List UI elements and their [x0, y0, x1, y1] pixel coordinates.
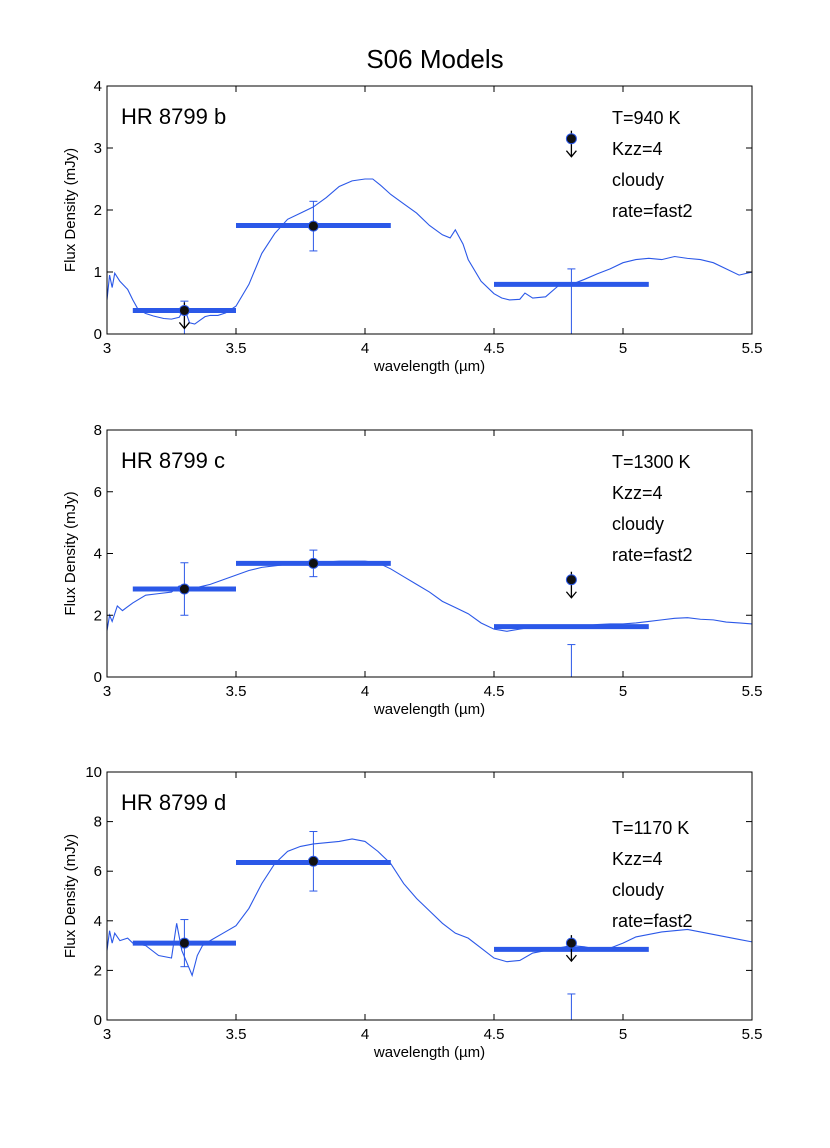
annotation-line-4: rate=fast2: [612, 201, 693, 221]
x-tick-label: 5: [619, 340, 627, 357]
axes-frame: [106, 771, 753, 1021]
y-axis-label: Flux Density (mJy): [62, 834, 79, 958]
annotation-line-3: cloudy: [612, 514, 664, 534]
upper-limit-arrow-3: [565, 954, 577, 963]
x-tick-label: 4.5: [484, 1026, 505, 1043]
x-tick-label: 4: [361, 683, 369, 700]
y-tick-label: 8: [94, 814, 102, 831]
x-tick-label: 4.5: [484, 340, 505, 357]
x-tick-label: 5: [619, 683, 627, 700]
x-axis-label: wavelength (µm): [373, 1044, 485, 1061]
x-tick-label: 3: [103, 683, 111, 700]
annotation-line-4: rate=fast2: [612, 911, 693, 931]
annotation-line-3: cloudy: [612, 880, 664, 900]
annotation-line-1: T=1170 K: [612, 818, 689, 838]
y-tick-label: 0: [94, 1012, 102, 1029]
panel-title: HR 8799 b: [121, 104, 226, 129]
measurement-point-1: [178, 304, 190, 316]
measurement-point-2: [307, 855, 319, 867]
x-tick-label: 4: [361, 340, 369, 357]
y-tick-label: 6: [94, 484, 102, 501]
y-tick-label: 3: [94, 140, 102, 157]
x-axis-label: wavelength (µm): [373, 358, 485, 375]
annotation-line-2: Kzz=4: [612, 849, 663, 869]
annotation-line-4: rate=fast2: [612, 545, 693, 565]
x-tick-label: 5.5: [742, 340, 763, 357]
y-tick-label: 1: [94, 264, 102, 281]
annotation-line-3: cloudy: [612, 170, 664, 190]
plot-area: [107, 130, 752, 334]
y-tick-label: 8: [94, 422, 102, 439]
x-tick-label: 3: [103, 1026, 111, 1043]
y-tick-label: 10: [85, 764, 102, 781]
measurement-point-3: [565, 937, 577, 949]
model-spectrum-line: [107, 838, 752, 978]
x-tick-label: 5: [619, 1026, 627, 1043]
y-tick-label: 0: [94, 669, 102, 686]
y-tick-label: 4: [94, 546, 102, 563]
annotation-line-2: Kzz=4: [612, 483, 663, 503]
x-tick-label: 3.5: [226, 1026, 247, 1043]
x-tick-label: 3.5: [226, 683, 247, 700]
model-spectrum-line: [107, 560, 752, 632]
y-tick-label: 2: [94, 202, 102, 219]
x-tick-label: 3: [103, 340, 111, 357]
annotation-line-1: T=1300 K: [612, 452, 691, 472]
upper-limit-arrow-1: [178, 322, 190, 330]
annotation-line-2: Kzz=4: [612, 139, 663, 159]
measurement-point-3: [565, 133, 577, 145]
plot-area: [107, 831, 752, 1020]
annotation-line-1: T=940 K: [612, 108, 681, 128]
y-tick-label: 4: [94, 913, 102, 930]
y-tick-label: 6: [94, 863, 102, 880]
panel-title: HR 8799 d: [121, 790, 226, 815]
upper-limit-arrow-3: [565, 591, 577, 599]
figure-title: S06 Models: [366, 44, 503, 74]
plot-area: [107, 549, 752, 677]
panel-2: 3 3.5 4 4.5 5 5.5 0 2 4 6 8 wavelength (µm) Flux Den…: [62, 422, 762, 718]
y-axis-label: Flux Density (mJy): [62, 148, 79, 272]
y-axis-label: Flux Density (mJy): [62, 491, 79, 615]
panel-title: HR 8799 c: [121, 448, 225, 473]
x-tick-label: 4: [361, 1026, 369, 1043]
measurement-point-1: [178, 937, 190, 949]
x-tick-label: 3.5: [226, 340, 247, 357]
panel-3: 3 3.5 4 4.5 5 5.5 0 2 4 6 8 10 wavelength (µm) Flux D…: [62, 764, 762, 1061]
upper-limit-arrow-3: [565, 150, 577, 158]
y-tick-label: 4: [94, 78, 102, 95]
y-tick-label: 2: [94, 962, 102, 979]
x-tick-label: 5.5: [742, 1026, 763, 1043]
measurement-point-2: [307, 220, 319, 232]
x-axis-label: wavelength (µm): [373, 701, 485, 718]
measurement-point-3: [565, 574, 577, 586]
model-spectrum-line: [107, 178, 752, 325]
y-tick-label: 0: [94, 326, 102, 343]
measurement-point-1: [178, 583, 190, 595]
y-tick-label: 2: [94, 607, 102, 624]
x-tick-label: 4.5: [484, 683, 505, 700]
measurement-point-2: [307, 557, 319, 569]
x-tick-label: 5.5: [742, 683, 763, 700]
